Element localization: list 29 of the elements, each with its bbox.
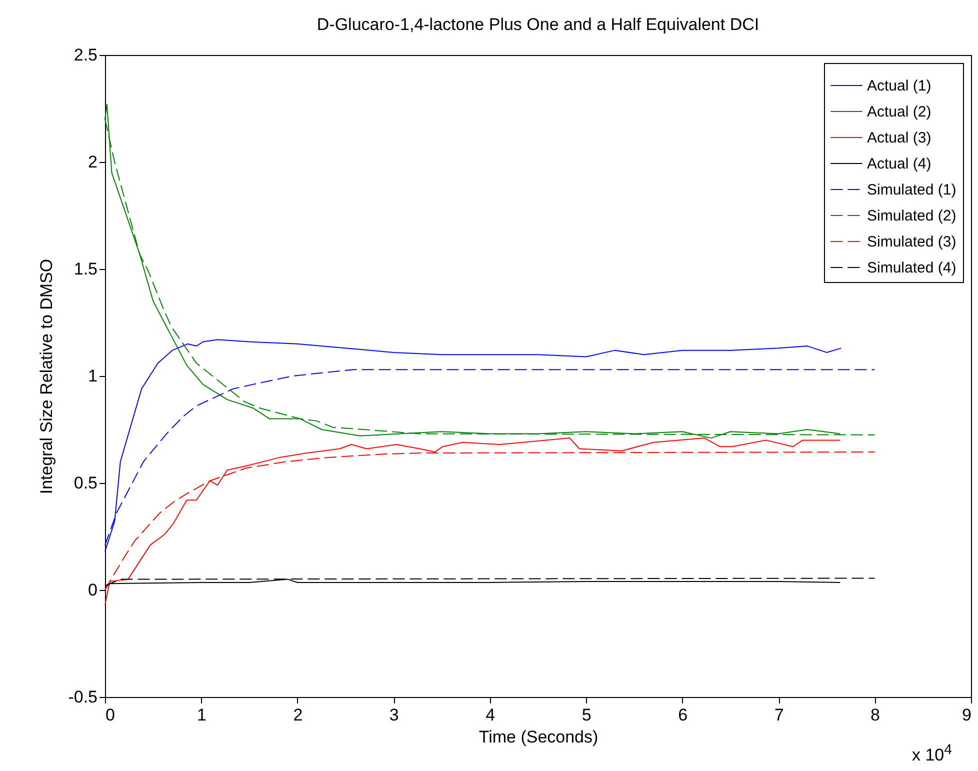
x-axis-title: Time (Seconds) (478, 728, 598, 746)
legend-label: Actual (3) (867, 130, 932, 146)
legend-label: Actual (4) (867, 156, 932, 172)
chart-title: D-Glucaro-1,4-lactone Plus One and a Half Equivalent DCI (316, 15, 760, 34)
legend-label: Simulated (3) (867, 234, 956, 250)
y-tick-label: -0.5 (68, 688, 98, 706)
y-tick-label: 0 (88, 580, 98, 600)
x-tick-label: 5 (582, 706, 592, 724)
x-tick-label: 6 (678, 706, 688, 724)
y-tick-label: 1 (88, 366, 98, 386)
x-tick-label: 4 (486, 706, 496, 724)
y-tick-label: 1.5 (74, 260, 98, 278)
legend-label: Simulated (1) (867, 182, 956, 198)
legend-label: Simulated (2) (867, 208, 956, 224)
x-tick-label: 9 (962, 706, 972, 724)
y-tick-label: 0.5 (74, 474, 98, 492)
x-tick-label: 7 (774, 706, 784, 724)
x-tick-label: 3 (389, 706, 399, 724)
legend-label: Simulated (4) (867, 260, 956, 276)
y-axis-title: Integral Size Relative to DMSO (37, 258, 56, 494)
y-tick-label: 2.5 (74, 46, 98, 64)
x-tick-label: 8 (870, 706, 880, 724)
x-tick-label: 2 (293, 706, 303, 724)
legend-label: Actual (1) (867, 78, 932, 94)
x-tick-label: 1 (196, 706, 206, 724)
axis-multiplier: x 10$^{4}$ (912, 742, 952, 766)
x-tick-label: 0 (106, 706, 115, 724)
y-tick-label: 2 (88, 152, 98, 172)
legend-label: Actual (2) (867, 104, 932, 120)
